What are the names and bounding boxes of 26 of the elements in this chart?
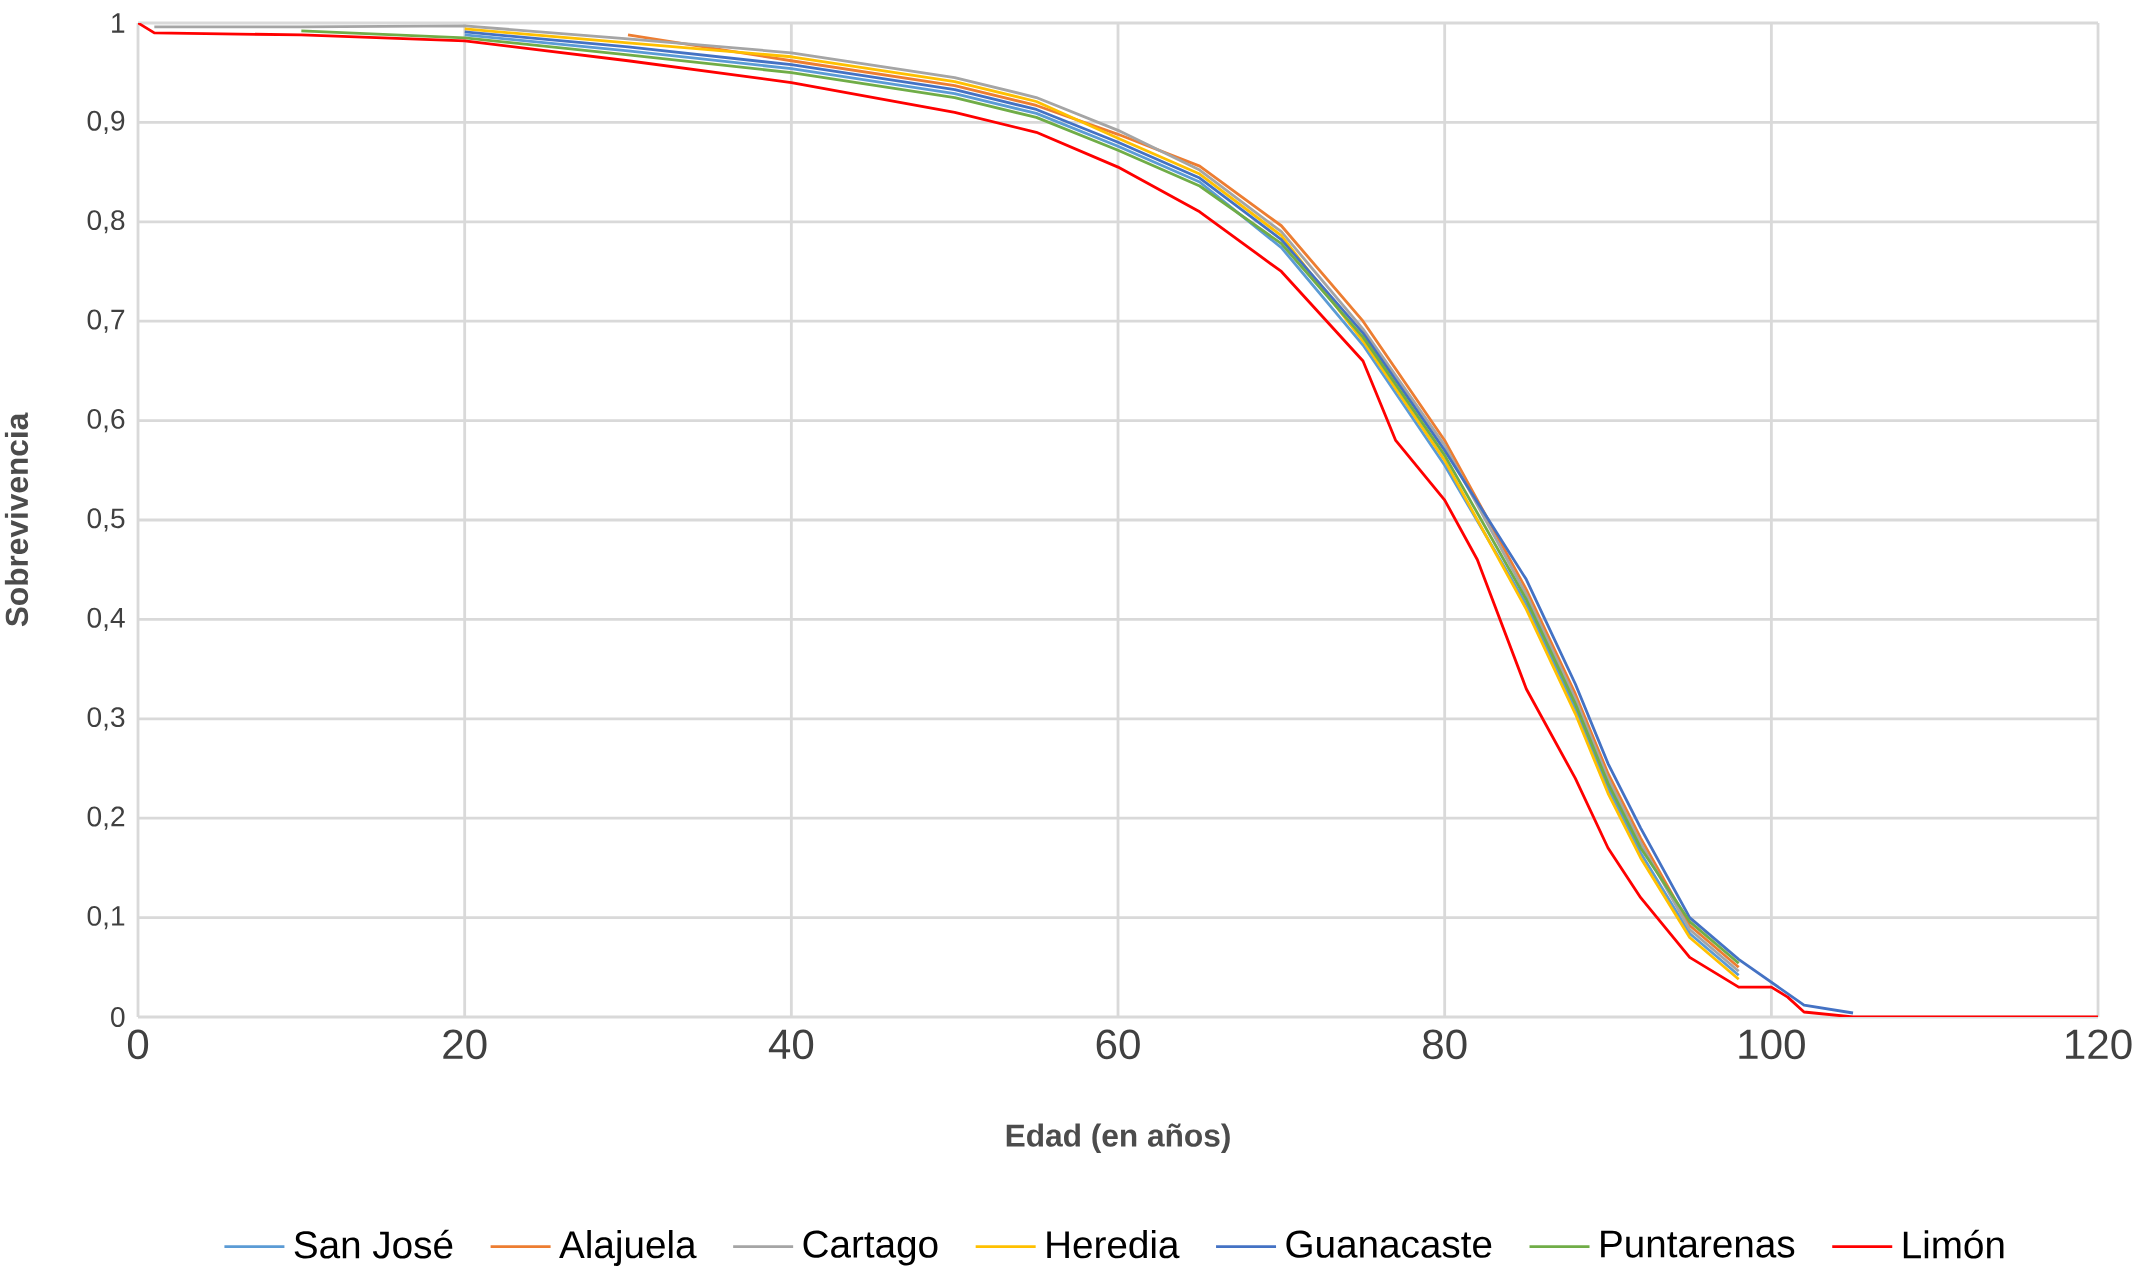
- y-tick-label: 0: [111, 1007, 125, 1027]
- legend-label: Guanacaste: [1286, 1230, 1492, 1258]
- x-tick-label: 40: [768, 1029, 814, 1060]
- y-tick-label: 0,4: [87, 607, 125, 631]
- x-axis-title: Edad (en años): [1006, 1123, 1230, 1153]
- y-axis-title: Sobrevivencia: [4, 412, 29, 627]
- y-tick-label: 0,6: [87, 408, 125, 433]
- legend-label: Heredia: [1047, 1229, 1180, 1259]
- y-tick-label: 0,7: [87, 309, 125, 333]
- legend-label: Limón: [1903, 1229, 2004, 1259]
- legend-label: Cartago: [803, 1230, 938, 1266]
- legend-label: Alajuela: [559, 1229, 697, 1266]
- legend-label: San José: [294, 1229, 453, 1259]
- x-tick-label: 100: [1739, 1029, 1805, 1060]
- y-tick-label: 1: [112, 13, 125, 33]
- x-tick-label: 80: [1423, 1029, 1467, 1060]
- x-tick-label: 60: [1096, 1029, 1140, 1060]
- legend-label: Puntarenas: [1601, 1230, 1795, 1258]
- x-tick-label: 20: [443, 1029, 487, 1060]
- y-tick-label: 0,8: [87, 210, 125, 234]
- y-tick-label: 0,2: [87, 806, 125, 830]
- y-tick-label: 0,3: [87, 707, 125, 731]
- y-tick-label: 0,9: [87, 110, 125, 134]
- y-tick-label: 0,1: [87, 905, 125, 930]
- y-tick-label: 0,5: [87, 508, 125, 532]
- x-tick-label: 120: [2066, 1029, 2132, 1060]
